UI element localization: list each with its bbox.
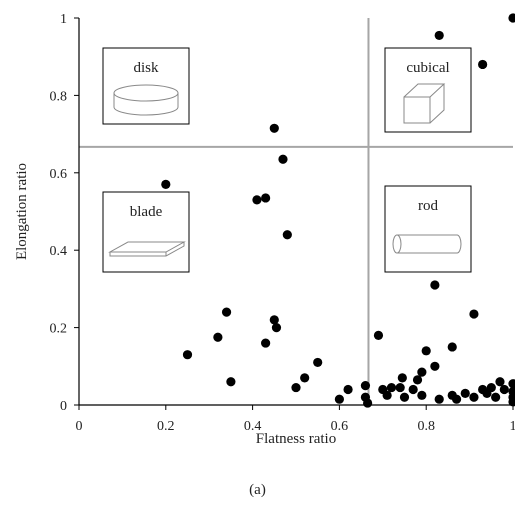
x-tick-label: 0 bbox=[76, 419, 83, 434]
data-point bbox=[469, 309, 479, 319]
data-point bbox=[434, 394, 444, 404]
data-point bbox=[360, 381, 371, 391]
data-point bbox=[417, 390, 427, 400]
y-axis-title: Elongation ratio bbox=[14, 163, 30, 260]
data-point bbox=[395, 382, 405, 393]
x-tick-label: 0.4 bbox=[244, 419, 262, 434]
data-point bbox=[278, 154, 288, 164]
data-point bbox=[373, 330, 384, 340]
region-box-rod: rod bbox=[384, 185, 472, 273]
region-box-frame bbox=[384, 47, 472, 133]
scatter-chart: 0 0.2 0.4 0.6 0.8 1 0 0.2 0.4 0.6 0.8 1 Flatness rat… bbox=[14, 12, 515, 447]
x-axis-title: Flatness ratio bbox=[256, 431, 336, 447]
region-box-blade: blade bbox=[102, 191, 190, 273]
data-point bbox=[386, 382, 397, 393]
data-point bbox=[182, 350, 193, 360]
data-point bbox=[486, 382, 496, 393]
data-point bbox=[399, 392, 410, 402]
data-point bbox=[478, 59, 488, 70]
region-box-frame bbox=[102, 191, 190, 273]
data-point bbox=[213, 332, 223, 342]
data-point bbox=[334, 394, 344, 404]
x-tick-label: 0.8 bbox=[417, 419, 435, 434]
data-point bbox=[397, 373, 407, 383]
disk-shape bbox=[113, 84, 179, 116]
data-point bbox=[508, 397, 515, 407]
data-point bbox=[430, 280, 440, 290]
data-point bbox=[491, 392, 501, 402]
data-point bbox=[508, 13, 515, 23]
x-tick-label: 0.6 bbox=[331, 419, 349, 434]
data-point bbox=[269, 123, 279, 133]
data-point bbox=[499, 384, 509, 395]
data-point bbox=[291, 382, 301, 393]
data-point bbox=[161, 179, 171, 190]
y-tick-label: 0.6 bbox=[50, 167, 68, 182]
data-point bbox=[313, 357, 323, 368]
region-label: rod bbox=[418, 198, 438, 214]
data-point bbox=[252, 195, 262, 205]
blade-shape bbox=[108, 241, 186, 257]
data-point bbox=[261, 338, 271, 348]
region-box-cubical: cubical bbox=[384, 47, 472, 133]
data-point bbox=[363, 398, 373, 408]
data-point bbox=[421, 346, 431, 356]
data-point bbox=[261, 193, 271, 203]
data-point bbox=[282, 230, 292, 240]
data-point bbox=[430, 361, 440, 371]
region-box-disk: disk bbox=[102, 47, 190, 125]
data-point bbox=[451, 394, 462, 404]
rod-shape bbox=[392, 234, 462, 254]
data-point bbox=[382, 390, 392, 400]
region-label: disk bbox=[133, 60, 159, 76]
region-label: blade bbox=[130, 204, 163, 220]
x-tick-label: 1 bbox=[510, 419, 515, 434]
y-tick-label: 0.4 bbox=[50, 244, 68, 259]
region-label: cubical bbox=[406, 60, 449, 76]
data-point bbox=[412, 375, 423, 385]
figure-caption: (a) bbox=[249, 482, 266, 498]
cube-shape bbox=[403, 83, 446, 124]
region-box-frame bbox=[102, 47, 190, 125]
region-box-frame bbox=[384, 185, 472, 273]
data-point bbox=[508, 379, 515, 389]
data-point bbox=[343, 384, 353, 395]
data-point bbox=[495, 377, 505, 387]
data-point bbox=[221, 307, 232, 317]
data-point bbox=[417, 367, 427, 377]
data-point bbox=[226, 377, 236, 387]
data-point bbox=[447, 342, 457, 352]
data-point bbox=[460, 388, 470, 398]
y-tick-label: 0.2 bbox=[50, 322, 68, 337]
data-point bbox=[408, 384, 418, 395]
data-point bbox=[469, 392, 479, 402]
x-tick-label: 0.2 bbox=[157, 419, 175, 434]
data-point bbox=[269, 315, 279, 325]
y-tick-label: 1 bbox=[60, 12, 67, 27]
data-point bbox=[434, 30, 444, 41]
y-tick-label: 0.8 bbox=[50, 89, 68, 104]
data-point bbox=[271, 323, 282, 333]
y-tick-label: 0 bbox=[60, 399, 67, 414]
data-point bbox=[300, 373, 310, 383]
